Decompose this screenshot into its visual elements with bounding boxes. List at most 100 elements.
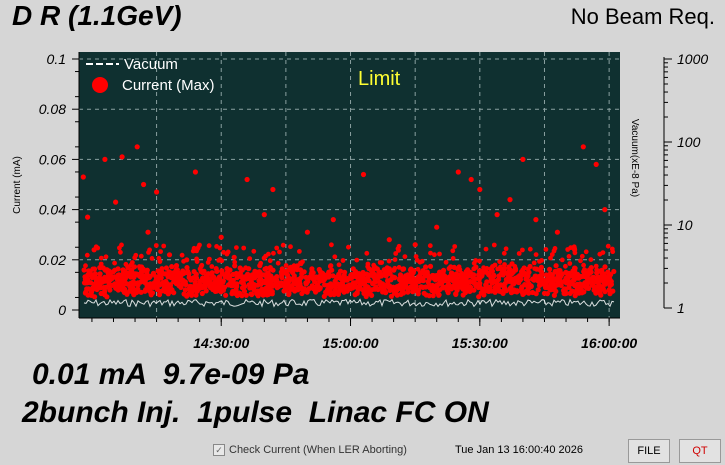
current-point <box>106 268 112 274</box>
current-point <box>366 289 372 295</box>
current-point <box>572 289 579 295</box>
current-point <box>589 282 595 288</box>
current-point <box>288 244 293 250</box>
current-point <box>84 252 90 258</box>
check-current-checkbox[interactable]: ✓ Check Current (When LER Aborting) <box>213 444 407 456</box>
current-point <box>197 242 202 248</box>
current-point <box>150 271 156 277</box>
current-point <box>289 276 295 282</box>
current-point <box>484 266 490 271</box>
current-point <box>520 291 526 297</box>
current-point <box>423 264 429 270</box>
current-point <box>605 276 611 282</box>
current-point <box>506 275 512 281</box>
current-point <box>594 285 600 291</box>
current-point <box>147 247 153 253</box>
current-point <box>501 250 507 256</box>
readout-current-vacuum: 0.01 mA 9.7e-09 Pa <box>32 358 310 391</box>
current-point <box>354 257 360 263</box>
current-outlier-point <box>134 144 140 150</box>
current-point <box>544 284 550 290</box>
current-outlier-point <box>593 161 599 167</box>
current-point <box>427 243 433 249</box>
checkbox-box[interactable]: ✓ <box>213 444 225 456</box>
current-point <box>381 267 387 273</box>
current-point <box>598 277 604 283</box>
current-point <box>483 284 489 290</box>
grid-lines <box>79 52 620 318</box>
current-point <box>328 290 334 296</box>
current-point <box>332 254 338 260</box>
current-point <box>537 273 543 279</box>
current-point <box>224 274 231 280</box>
current-point <box>120 287 126 293</box>
current-point <box>213 277 219 283</box>
left-tick-label: 0.04 <box>39 202 66 218</box>
legend-current-swatch <box>92 77 108 93</box>
current-point <box>525 286 532 292</box>
current-point <box>193 292 199 298</box>
current-point <box>159 266 165 271</box>
current-point <box>337 268 344 274</box>
current-point <box>371 271 378 278</box>
current-point <box>205 260 211 265</box>
current-point <box>388 293 394 299</box>
current-point <box>101 285 107 291</box>
right-tick-label: 100 <box>677 134 701 150</box>
current-point <box>208 281 215 287</box>
current-point <box>217 245 223 251</box>
current-point <box>283 278 289 284</box>
current-point <box>241 245 247 251</box>
current-outlier-point <box>261 212 267 218</box>
current-point <box>452 244 458 249</box>
legend-current-label: Current (Max) <box>122 77 215 94</box>
current-point <box>288 286 294 292</box>
current-point <box>258 260 264 266</box>
current-point <box>338 275 344 282</box>
qt-button[interactable]: QT <box>679 439 721 463</box>
current-point <box>402 254 408 259</box>
left-tick-label: 0 <box>58 302 66 318</box>
current-point <box>609 246 615 252</box>
current-point <box>283 263 289 268</box>
current-point <box>557 268 563 274</box>
current-point <box>300 259 305 265</box>
current-point <box>181 280 187 286</box>
file-button[interactable]: FILE <box>628 439 670 463</box>
current-point <box>486 270 492 276</box>
current-point <box>380 289 386 295</box>
current-point <box>491 278 497 284</box>
current-point <box>269 283 275 289</box>
current-point <box>175 267 181 273</box>
current-point <box>453 291 459 297</box>
current-point <box>280 242 286 248</box>
current-outlier-point <box>141 181 147 188</box>
current-point <box>94 286 100 293</box>
left-axis-ticks: 0 0.02 0.04 0.06 0.08 0.1 <box>39 51 79 318</box>
current-point <box>317 285 323 291</box>
current-point <box>211 287 217 293</box>
current-point <box>377 270 383 276</box>
current-point <box>303 274 309 280</box>
current-point <box>239 267 245 273</box>
current-point <box>163 265 169 271</box>
current-outlier-point <box>572 247 578 253</box>
current-point <box>602 289 608 295</box>
current-point <box>541 290 548 296</box>
current-point <box>531 260 537 266</box>
current-point <box>492 262 498 268</box>
current-outlier-point <box>91 247 97 253</box>
current-point <box>520 247 525 253</box>
current-point <box>531 277 537 283</box>
current-point <box>538 264 545 270</box>
current-point <box>224 266 230 272</box>
current-point <box>340 258 346 263</box>
current-point <box>143 287 149 293</box>
current-point <box>578 287 584 293</box>
vacuum-series <box>83 298 615 308</box>
current-point <box>448 275 454 281</box>
current-point <box>552 277 558 283</box>
current-point <box>507 286 513 292</box>
current-point <box>228 283 234 289</box>
current-point <box>477 258 482 264</box>
